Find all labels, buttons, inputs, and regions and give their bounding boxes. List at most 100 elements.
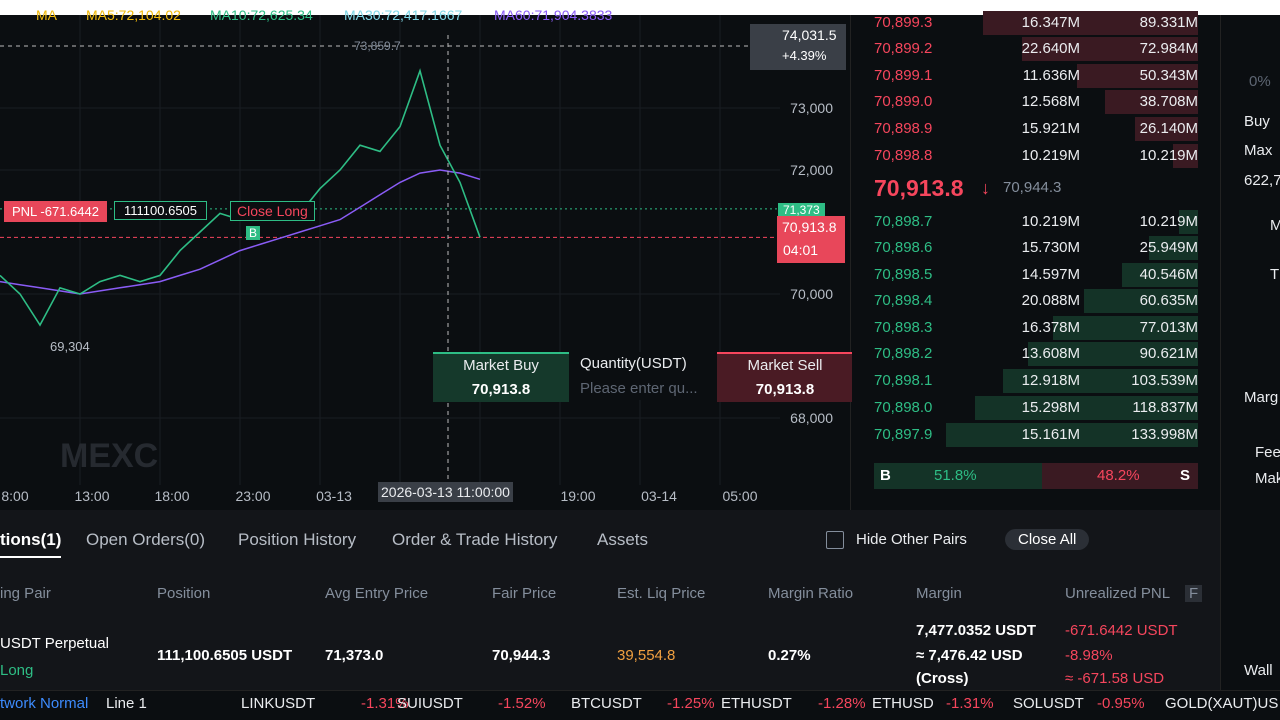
column-header: Position [157,585,211,602]
depth-bar [1178,210,1198,234]
high-label: 73,859.7 [354,39,401,53]
column-header: Margin [916,585,962,602]
pair: USDT Perpetual [0,635,109,652]
chart: 68,000 70,000 72,000 73,000 MEXC 8:00 13:00 18:… [0,15,833,504]
book-price: 70,897.9 [874,426,933,443]
x-tick-label: 05:00 [722,488,757,504]
book-amount: 10.219M [1021,213,1080,230]
ticker-symbol[interactable]: SOLUSDT [1013,695,1084,712]
book-price: 70,899.2 [874,40,933,57]
book-price: 70,898.8 [874,147,933,164]
y-tick-label: 72,000 [790,162,833,178]
book-price: 70,898.5 [874,266,933,283]
ma-label: MA5:72,104.02 [86,7,181,23]
depth-bar [1053,316,1198,340]
book-amount: 12.918M [1021,372,1080,389]
pnl: -671.6442 USDT [1065,622,1178,639]
ticker-symbol[interactable]: LINKUSDT [241,695,316,712]
market-buy-button[interactable]: Market Buy [463,357,539,374]
book-price: 70,898.1 [874,372,933,389]
chart-panel [0,15,850,510]
book-total: 50.343M [1139,67,1198,84]
book-total: 60.635M [1139,292,1198,309]
mid-arrow: ↓ [981,178,990,198]
side-text: Wall [1244,662,1273,679]
depth-bar [1104,90,1198,114]
book-total: 90.621M [1139,345,1198,362]
tab[interactable]: Open Orders(0) [86,530,206,549]
line-select[interactable]: Line 1 [106,695,147,712]
sell-ratio-bar [1041,463,1198,489]
book-price: 70,899.3 [874,14,933,31]
ticker-change: -1.52% [498,695,546,712]
ticker-change: -1.31% [946,695,994,712]
book-price: 70,898.0 [874,399,933,416]
depth-bar [1083,289,1198,313]
last-price-box [777,216,845,263]
column-header: Fair Price [492,585,557,602]
book-total: 10.219M [1139,147,1198,164]
quantity-label: Quantity(USDT) [580,355,687,372]
book-amount: 16.378M [1021,319,1080,336]
depth-bar [983,11,1198,35]
pnl-usd: ≈ -671.58 USD [1065,670,1165,687]
depth-bar [1022,37,1198,61]
book-amount: 15.298M [1021,399,1080,416]
market-buy-box[interactable] [433,352,569,402]
side-text: Mak [1255,470,1280,487]
ticker-symbol[interactable]: ETHUSDT [721,695,792,712]
tab[interactable]: Position History [238,530,357,549]
x-tick-label: 19:00 [560,488,595,504]
network-status: twork Normal [0,695,89,712]
crosshair-time: 2026-03-13 11:00:00 [378,482,513,502]
buy-price: 70,913.8 [471,381,531,398]
book-price: 70,898.4 [874,292,933,309]
mark-price: 70,944.3 [1003,179,1062,196]
ticker-change: -1.25% [667,695,715,712]
book-total: 25.949M [1139,239,1198,256]
book-price: 70,898.2 [874,345,933,362]
column-header: Margin Ratio [768,585,854,602]
position: 111,100.6505 USDT [157,647,293,664]
market-sell-box[interactable] [717,352,852,402]
x-tick-label: 13:00 [74,488,109,504]
pnl-label: PNL -671.6442 [4,201,107,222]
book-amount: 14.597M [1021,266,1080,283]
ticker-symbol[interactable]: BTCUSDT [571,695,642,712]
mid-price: 70,913.8 [874,175,964,201]
entry-price-label: 71,373 [778,203,825,217]
x-tick-label: 8:00 [1,488,28,504]
buy-ratio: 51.8% [934,467,977,484]
ma-label: MA60:71,904.3833 [494,7,613,23]
last-price-label: 70,913.8 [782,219,837,235]
ticker-symbol[interactable]: ETHUSD [872,695,934,712]
book-total: 10.219M [1139,213,1198,230]
book-price: 70,898.7 [874,213,933,230]
book-amount: 15.730M [1021,239,1080,256]
book-total: 89.331M [1139,14,1198,31]
buy-tag: B [880,467,891,484]
market-sell-button[interactable]: Market Sell [747,357,823,374]
tab[interactable]: Assets [597,530,649,549]
book-total: 118.837M [1132,399,1198,416]
close-all-button[interactable]: Close All [1005,529,1090,550]
crosshair-price: 74,031.5 [782,27,837,43]
x-tick-label: 03-14 [641,488,677,504]
y-tick-label: 68,000 [790,410,833,426]
buy-ratio-bar [874,463,1042,489]
close-long-button[interactable]: Close Long [230,201,315,221]
ticker-symbol[interactable]: SUIUSDT [397,695,463,712]
hide-checkbox[interactable] [826,531,844,549]
side-text: 622,7 [1244,172,1280,189]
tab[interactable]: Order & Trade History [392,530,558,549]
side-text: 0% [1249,73,1271,90]
ticker-change: -1.31% [361,695,409,712]
quantity-input[interactable]: Please enter qu... [580,380,698,397]
tab[interactable]: tions(1) [0,530,62,558]
book-total: 26.140M [1139,120,1198,137]
ticker-symbol[interactable]: GOLD(XAUT)US [1165,695,1279,712]
depth-bar [1121,263,1198,287]
